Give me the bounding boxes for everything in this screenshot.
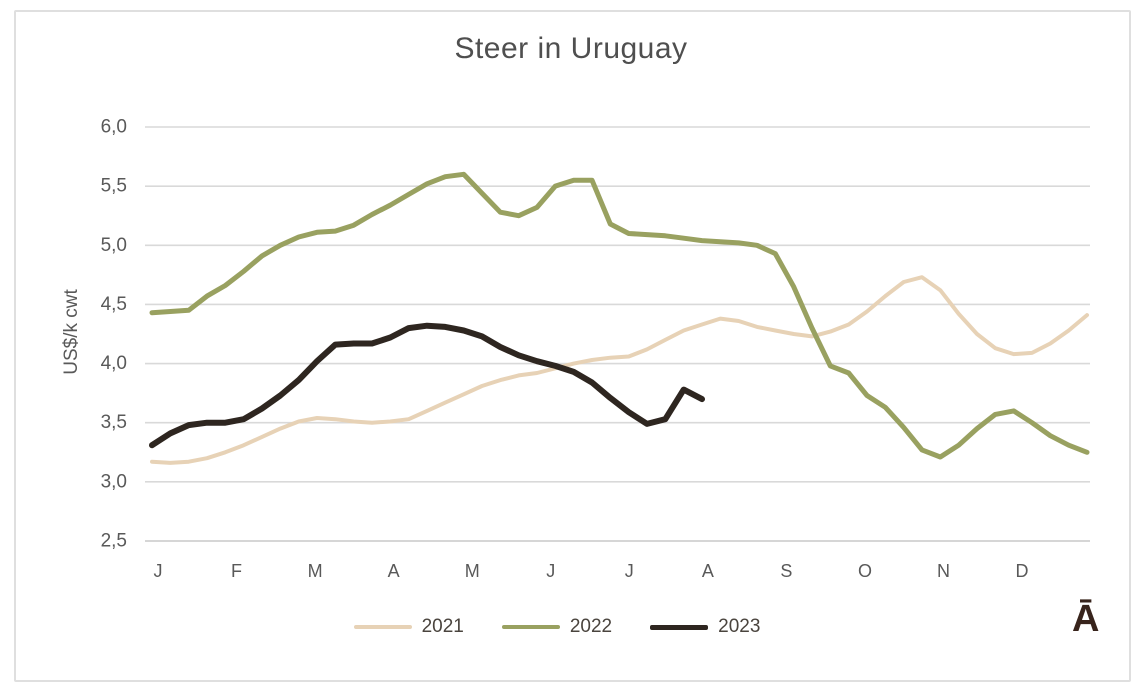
legend: 2021 2022 2023 (0, 616, 1128, 638)
x-tick-label: J (154, 561, 163, 581)
legend-label-2021: 2021 (421, 616, 464, 637)
series-line-2023 (149, 322, 705, 449)
legend-label-2022: 2022 (569, 616, 613, 637)
legend-swatch-2023 (650, 624, 709, 630)
legend-swatch-2022 (501, 625, 560, 629)
series-line-2022 (149, 171, 1090, 460)
x-tick-label: A (388, 561, 400, 581)
brand-mark-a-macron: Ā (1072, 598, 1100, 640)
legend-item-2022: 2022 (501, 616, 613, 638)
chart-title: Steer in Uruguay (454, 32, 688, 65)
x-tick-label: M (308, 561, 323, 581)
chart-frame-border (14, 10, 1131, 682)
x-tick-label: D (1016, 561, 1029, 581)
y-tick-label: 4,5 (101, 294, 127, 315)
y-tick-label: 3,5 (101, 412, 127, 433)
y-tick-label: 4,0 (101, 353, 127, 374)
y-tick-label: 2,5 (101, 531, 127, 552)
legend-item-2023: 2023 (650, 616, 760, 638)
legend-item-2021: 2021 (353, 616, 464, 638)
legend-swatch-2021 (353, 625, 412, 629)
x-tick-label: M (465, 561, 480, 581)
x-tick-label: A (702, 561, 714, 581)
x-tick-label: J (625, 561, 634, 581)
x-tick-label: O (858, 561, 872, 581)
y-tick-label: 5,0 (101, 235, 127, 256)
y-tick-label: 5,5 (101, 176, 127, 197)
legend-label-2023: 2023 (718, 616, 761, 637)
x-tick-label: N (937, 561, 950, 581)
x-tick-label: J (546, 561, 555, 581)
y-tick-label: 3,0 (101, 471, 127, 492)
x-tick-label: S (780, 561, 792, 581)
y-tick-label: 6,0 (101, 117, 127, 138)
series-line-2021 (150, 275, 1089, 465)
x-tick-label: F (231, 561, 242, 581)
